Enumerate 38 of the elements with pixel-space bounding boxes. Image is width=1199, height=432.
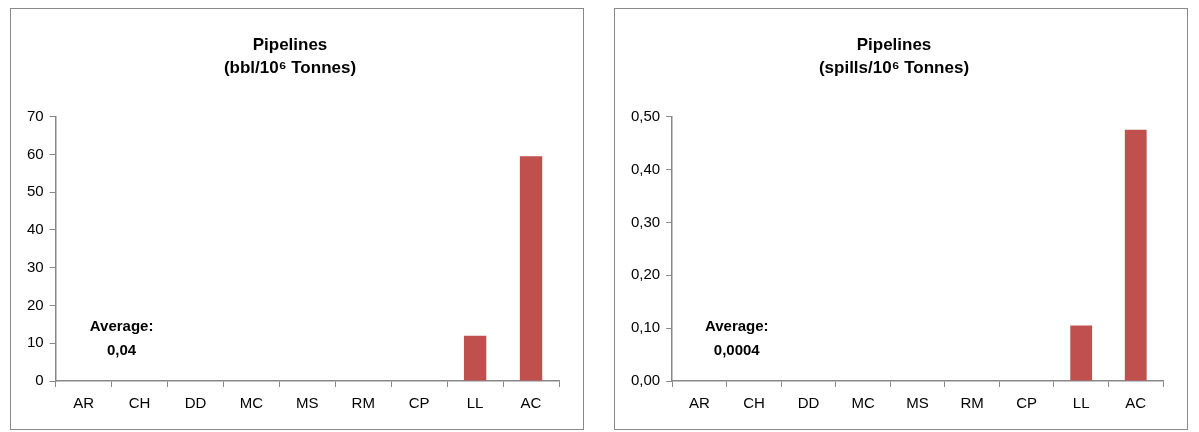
x-tick-label: CP (1016, 394, 1038, 412)
y-tick-label: 0 (35, 371, 44, 389)
text: Pipelines (856, 34, 932, 54)
x-tick-label: MS (906, 394, 929, 412)
y-tick-label: 60 (27, 144, 44, 162)
y-tick-label: 70 (27, 106, 44, 124)
x-tick-label: AC (520, 394, 542, 412)
x-tick-label: LL (1072, 394, 1090, 412)
text: (spills/10⁶ Tonnes) (818, 58, 970, 78)
x-tick-label: CH (743, 394, 765, 412)
text: (bbl/10⁶ Tonnes) (223, 58, 357, 78)
x-tick-label: LL (466, 394, 484, 412)
x-tick-label: CP (408, 394, 430, 412)
x-tick-label: CH (128, 394, 151, 412)
y-tick-label: 0,10 (630, 318, 661, 336)
x-tick-label: MC (239, 394, 264, 412)
x-tick-label: AC (1125, 394, 1147, 412)
y-tick-label: 30 (27, 257, 44, 275)
x-tick-label: DD (184, 394, 207, 412)
annotation: Average: 0,0004 (704, 317, 769, 358)
y-tick-label: 0,30 (630, 212, 661, 230)
x-tick-label: MS (296, 394, 319, 412)
x-tick-label: RM (960, 394, 984, 412)
text: Pipelines (252, 34, 328, 54)
annotation: Average: 0,04 (89, 317, 154, 358)
x-tick-label: MC (851, 394, 875, 412)
y-tick-label: 40 (27, 220, 44, 238)
y-tick-label: 0,20 (630, 265, 661, 283)
x-tick-label: DD (797, 394, 820, 412)
y-tick-label: 0,50 (630, 106, 661, 124)
x-tick-label: RM (351, 394, 375, 412)
x-tick-label: AR (73, 394, 95, 412)
y-tick-label: 0,00 (630, 371, 661, 389)
y-tick-label: 20 (27, 295, 44, 313)
y-tick-label: 10 (27, 333, 44, 351)
x-tick-label: AR (689, 394, 711, 412)
y-tick-label: 0,40 (630, 159, 661, 177)
y-tick-label: 50 (27, 182, 44, 200)
